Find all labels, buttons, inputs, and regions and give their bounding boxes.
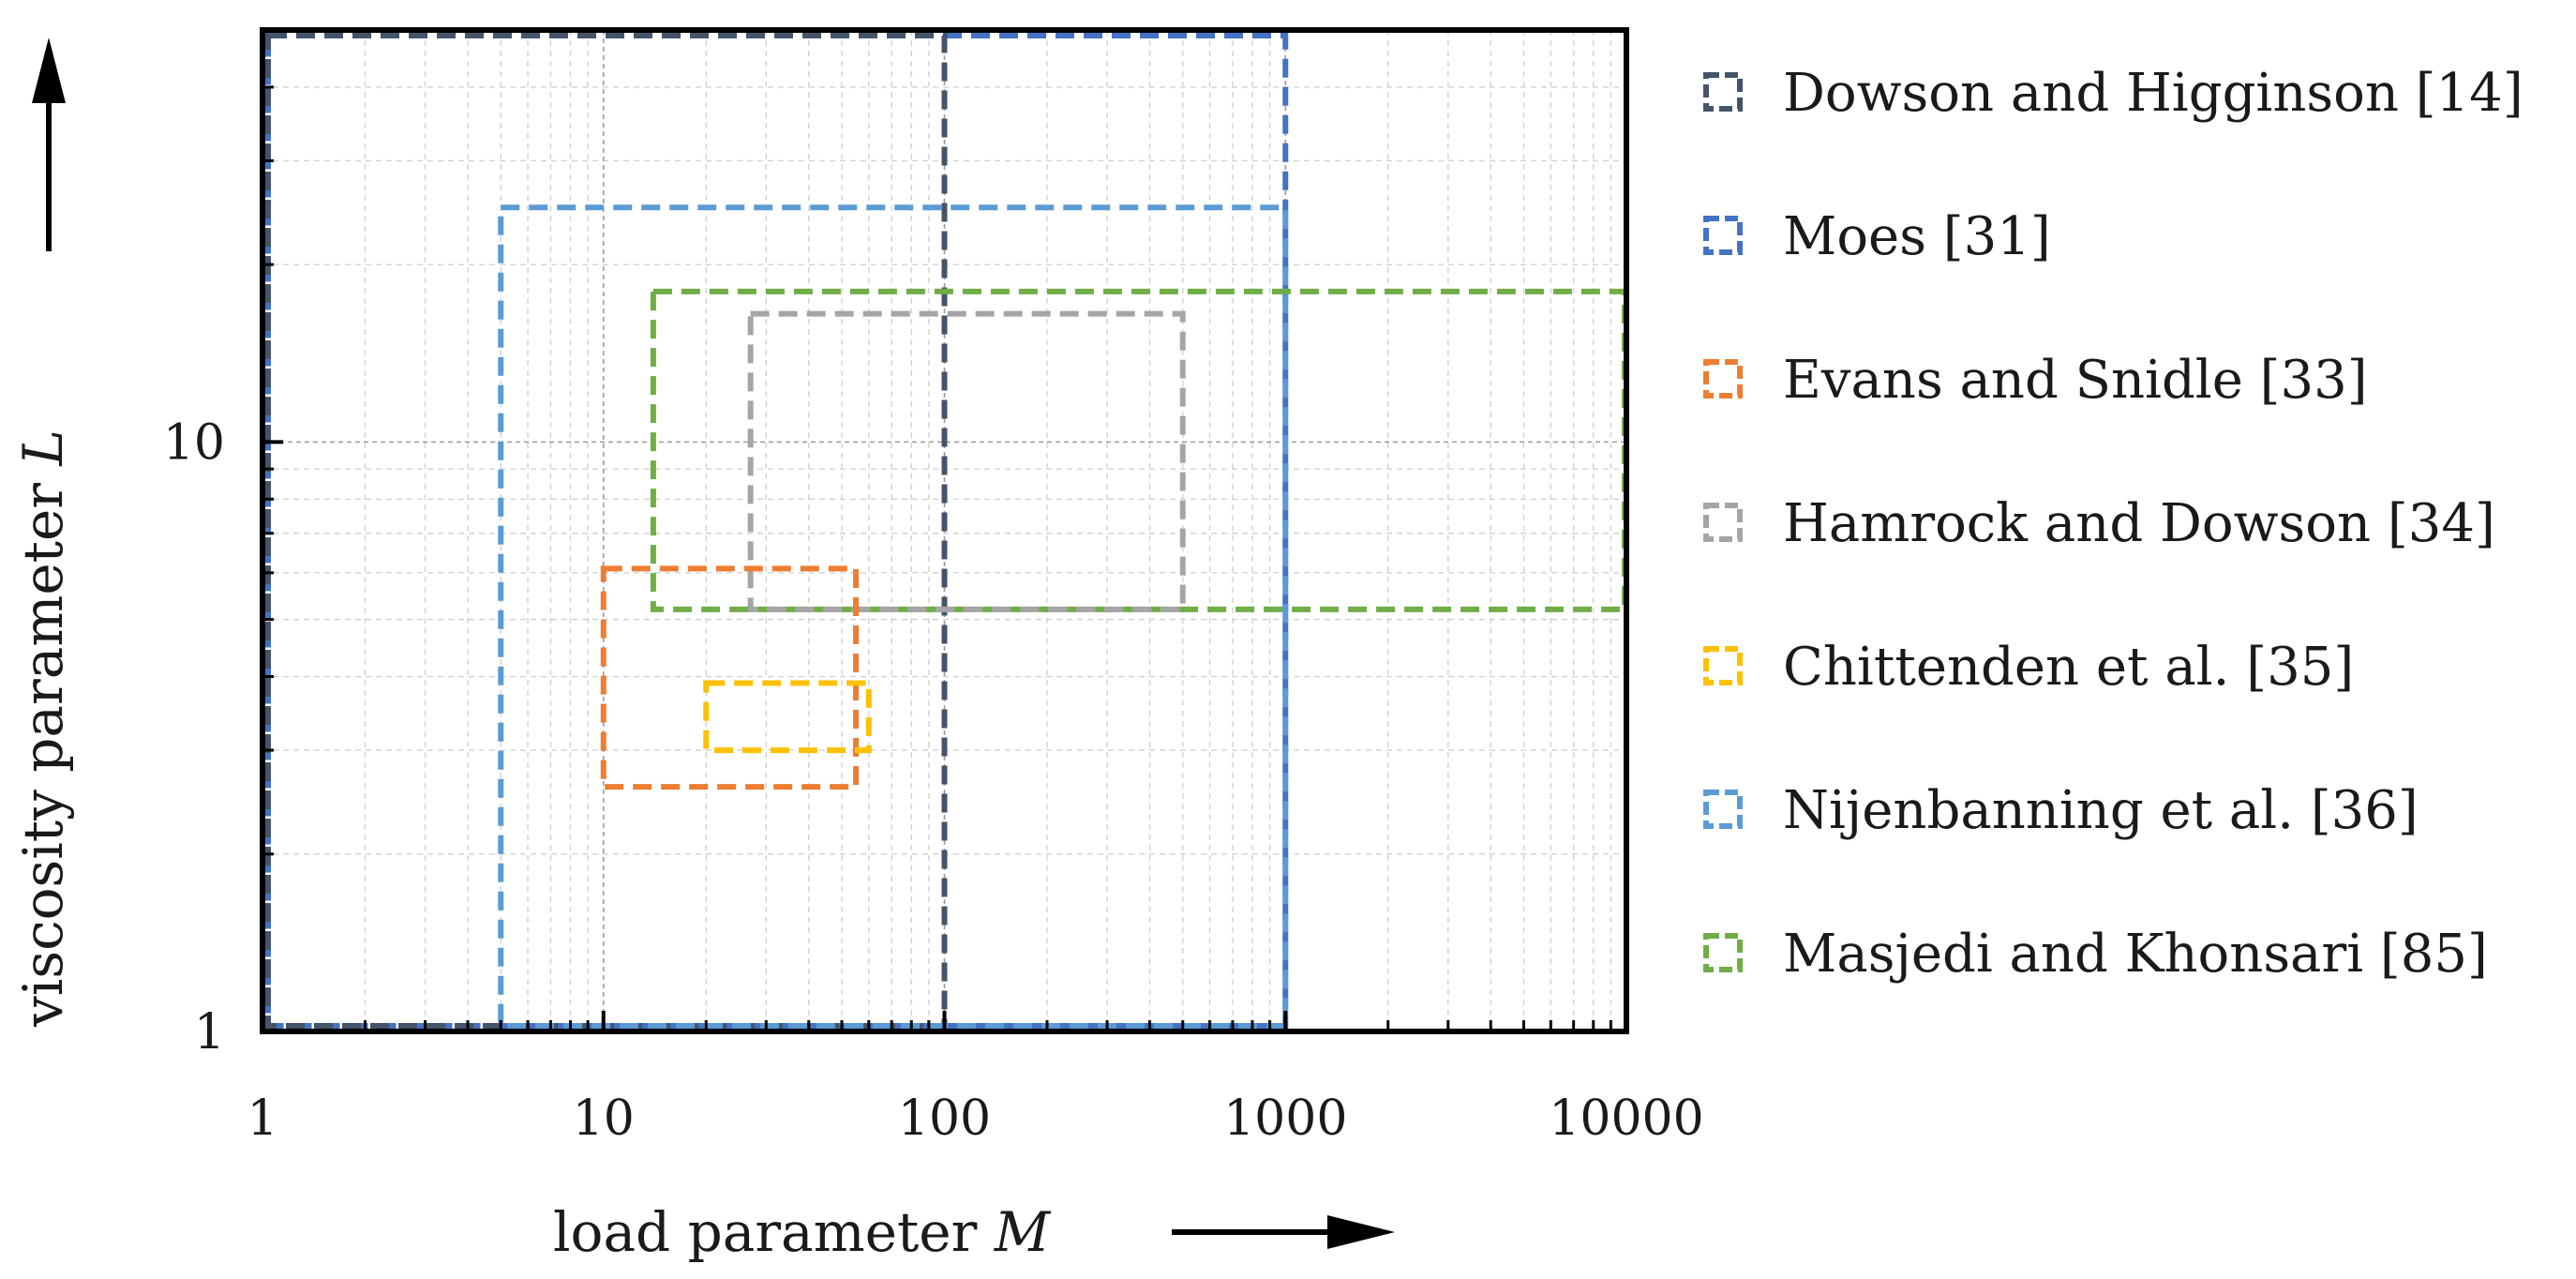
legend-label: Moes [31]	[1783, 206, 2051, 267]
legend-item: Nijenbanning et al. [36]	[1703, 780, 2419, 841]
y-axis-label: viscosity parameter L	[11, 429, 75, 1028]
x-axis-label-text: load parameter	[553, 1200, 995, 1264]
x-tick-label: 1000	[1223, 1091, 1347, 1147]
region-masjedi-and-khonsari-85	[650, 288, 1627, 612]
x-axis-label-var: M	[994, 1200, 1052, 1264]
x-tick-label: 10000	[1549, 1091, 1703, 1147]
legend: Dowson and Higginson [14] Moes [31] Evans …	[1703, 63, 2524, 985]
region-hamrock-and-dowson-34	[747, 310, 1186, 612]
legend-item: Evans and Snidle [33]	[1703, 350, 2368, 411]
x-tick-label: 10	[573, 1091, 635, 1147]
legend-item: Dowson and Higginson [14]	[1703, 63, 2524, 124]
region-evans-and-snidle-33	[600, 565, 860, 790]
y-axis-label-text: viscosity parameter	[11, 466, 75, 1028]
legend-label: Nijenbanning et al. [36]	[1783, 780, 2419, 841]
legend-swatch	[1703, 216, 1743, 255]
legend-swatch	[1703, 790, 1743, 829]
tick-labels: 1 10 100 1000 10000 1 10	[163, 414, 1704, 1147]
legend-item: Masjedi and Khonsari [85]	[1703, 924, 2488, 985]
x-axis-arrow	[1172, 1215, 1395, 1249]
legend-label: Hamrock and Dowson [34]	[1783, 493, 2495, 554]
y-axis-arrow	[32, 38, 66, 251]
region-dowson-and-higginson-14	[265, 33, 948, 1029]
legend-label: Chittenden et al. [35]	[1783, 637, 2354, 698]
x-tick-label: 1	[247, 1091, 277, 1147]
axis-ticks	[261, 28, 1612, 1033]
legend-item: Hamrock and Dowson [34]	[1703, 493, 2495, 554]
legend-swatch	[1703, 933, 1743, 972]
y-axis-label-var: L	[11, 429, 75, 467]
region-chittenden-et-al-35	[703, 680, 872, 754]
legend-swatch	[1703, 72, 1743, 112]
region-moes-31	[265, 33, 1289, 1029]
legend-swatch	[1703, 646, 1743, 685]
x-tick-label: 100	[898, 1091, 991, 1147]
legend-label: Evans and Snidle [33]	[1783, 350, 2368, 411]
region-nijenbanning-et-al-36	[498, 204, 1289, 1030]
legend-label: Dowson and Higginson [14]	[1783, 63, 2524, 124]
legend-label: Masjedi and Khonsari [85]	[1783, 924, 2488, 985]
y-tick-label: 1	[194, 1004, 225, 1061]
legend-swatch	[1703, 359, 1743, 399]
legend-item: Chittenden et al. [35]	[1703, 637, 2354, 698]
legend-item: Moes [31]	[1703, 206, 2051, 267]
x-axis-label: load parameter M	[553, 1200, 1052, 1264]
legend-swatch	[1703, 503, 1743, 542]
data-regions	[265, 33, 1627, 1030]
y-tick-label: 10	[163, 414, 225, 471]
